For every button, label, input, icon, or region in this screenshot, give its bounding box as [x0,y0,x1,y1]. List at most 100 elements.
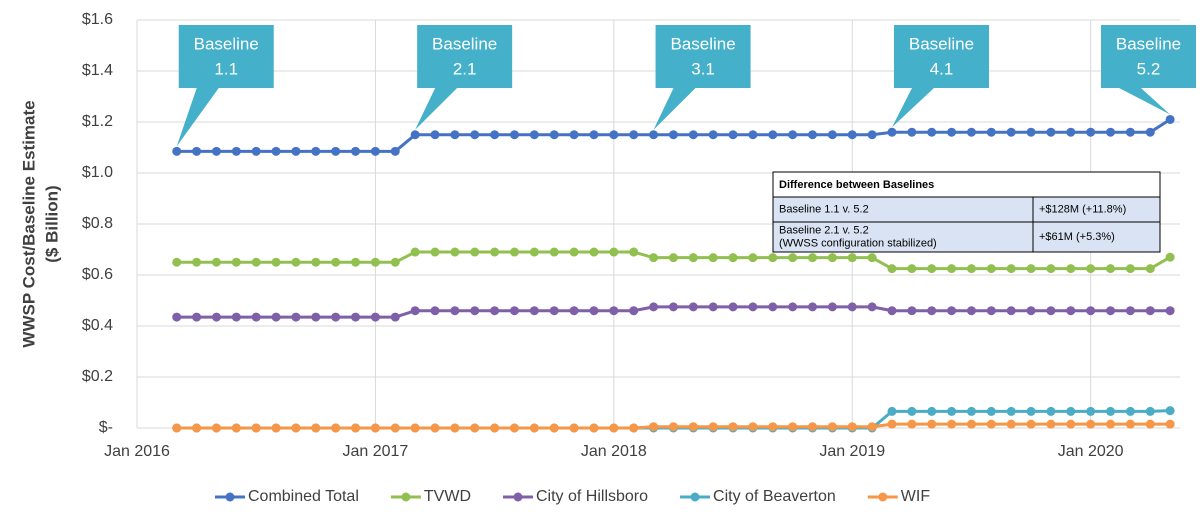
data-point [172,257,182,267]
data-point [211,423,221,433]
data-point [768,253,778,263]
data-point [748,130,758,140]
data-point [708,130,718,140]
data-point [1086,127,1096,137]
callout-text: Baseline [1116,34,1181,53]
data-point [211,146,221,156]
data-point [887,406,897,416]
legend-label: WIF [901,488,931,505]
callout-box [653,25,751,130]
table-cell: Baseline 2.1 v. 5.2 [779,224,869,236]
data-point [649,253,659,263]
data-point [509,306,519,316]
data-point [1066,406,1076,416]
data-point [410,130,420,140]
data-point [867,130,877,140]
data-point [728,130,738,140]
callout-text: Baseline [194,34,259,53]
data-point [867,302,877,312]
data-point [1066,419,1076,429]
data-point [808,302,818,312]
y-tick-label: $0.8 [82,215,113,232]
legend-label: Combined Total [248,488,359,505]
data-point [1125,419,1135,429]
y-axis-label: WWSP Cost/Baseline Estimate [19,100,38,347]
data-point [251,312,261,322]
legend-label: City of Beaverton [713,488,836,505]
data-point [947,306,957,316]
y-tick-label: $1.2 [82,113,113,130]
data-point [1145,127,1155,137]
data-point [331,146,341,156]
data-point [609,423,619,433]
data-point [649,130,659,140]
table-row-bg [772,221,1161,253]
data-point [569,423,579,433]
table-cell: (WWSS configuration stabilized) [779,237,937,249]
data-point [549,423,559,433]
callout: Baseline 5.2 [1101,25,1196,115]
data-point [410,247,420,257]
data-point [1086,264,1096,274]
table-header: Difference between Baselines [779,179,934,191]
legend-item: Combined Total [215,488,359,505]
data-point [827,130,837,140]
data-point [351,423,361,433]
data-point [589,247,599,257]
y-tick-label: $1.4 [82,62,113,79]
data-point [788,422,798,432]
data-point [907,406,917,416]
data-point [529,423,539,433]
data-point [251,146,261,156]
callout-text: Baseline [432,34,497,53]
table-header-bg [772,171,1161,198]
data-point [1165,419,1175,429]
data-point [1026,306,1036,316]
data-point [808,253,818,263]
data-point [808,422,818,432]
data-point [430,423,440,433]
legend-marker [225,492,235,502]
y-tick-label: $0.2 [82,368,113,385]
x-tick-label: Jan 2019 [819,443,885,460]
legend-item: WIF [867,488,931,505]
x-tick-label: Jan 2017 [342,443,408,460]
data-point [1006,406,1016,416]
x-tick-label: Jan 2020 [1058,443,1124,460]
data-point [231,312,241,322]
data-point [251,423,261,433]
data-point [470,423,480,433]
data-point [351,312,361,322]
data-point [847,130,857,140]
callout-text: 1.1 [214,59,238,78]
data-point [291,312,301,322]
legend-item: City of Hillsboro [503,488,648,505]
data-point [947,406,957,416]
x-tick-label: Jan 2018 [581,443,647,460]
data-point [1026,406,1036,416]
callout-box [891,25,989,128]
data-point [688,422,698,432]
data-point [1165,406,1175,416]
data-point [311,146,321,156]
data-point [927,419,937,429]
data-point [271,257,281,267]
data-point [331,423,341,433]
data-point [688,130,698,140]
callout: Baseline 4.1 [891,25,989,128]
data-point [649,422,659,432]
data-point [668,253,678,263]
data-point [768,422,778,432]
data-point [708,302,718,312]
data-point [649,302,659,312]
data-point [1006,264,1016,274]
data-point [311,423,321,433]
data-point [569,130,579,140]
data-point [1006,127,1016,137]
data-point [947,419,957,429]
data-point [1046,419,1056,429]
data-point [1106,264,1116,274]
data-point [668,422,678,432]
data-point [390,146,400,156]
data-point [867,422,877,432]
